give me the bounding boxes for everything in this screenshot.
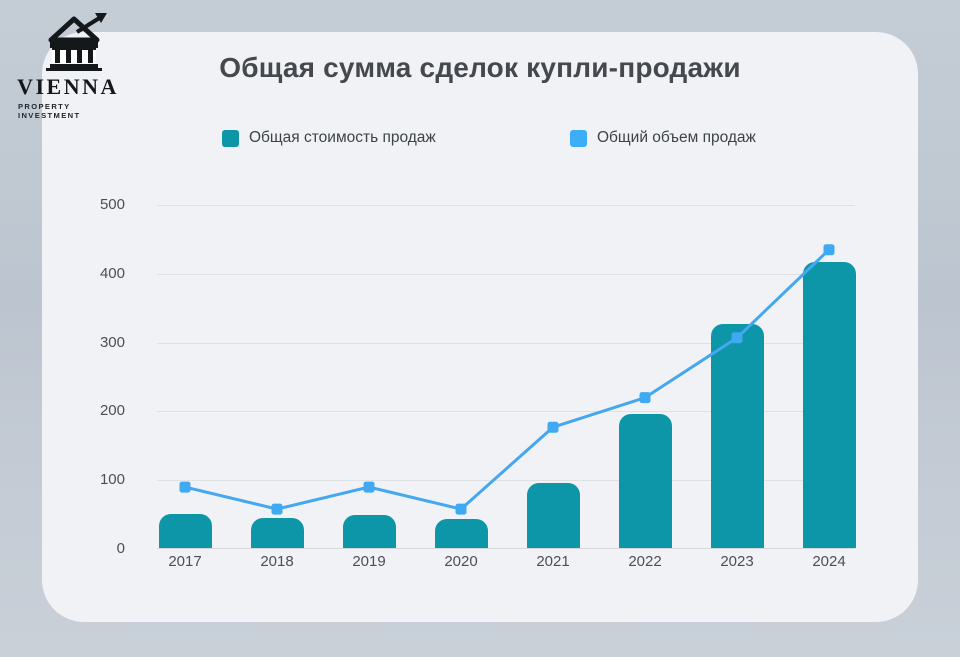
bar-2019 [342,514,396,548]
x-tick-label-2017: 2017 [168,553,202,570]
y-tick-label-300: 300 [99,333,125,351]
brand-logo: VIENNA PROPERTY INVESTMENT [17,12,119,120]
bar-2023 [710,324,764,548]
line-marker-2018 [271,503,283,515]
bank-building-growth-arrow-icon [46,13,107,71]
bar-2024 [802,262,856,548]
gridline-200 [157,411,855,412]
y-axis-labels: 0 100 200 300 400 500 [55,0,125,657]
x-tick-label-2020: 2020 [444,553,478,570]
brand-name: VIENNA [17,74,119,99]
line-marker-2020 [455,503,467,515]
line-marker-2022 [639,392,651,404]
legend-item-total-value: Общая стоимость продаж [222,129,436,147]
legend-label-total-volume: Общий объем продаж [597,129,756,146]
line-series [179,244,835,515]
bar-2018 [250,518,304,548]
legend-swatch-blue [570,129,587,147]
line-marker-2017 [179,481,191,493]
gridline-0 [157,548,855,549]
x-tick-label-2019: 2019 [352,553,386,570]
line-marker-2023 [731,332,743,344]
line-path [184,248,831,511]
y-tick-label-400: 400 [99,264,125,282]
bar-2020 [434,519,488,548]
x-axis-labels: 2017 2018 2019 2020 2021 2022 2023 2024 [157,553,855,575]
line-marker-2019 [363,481,375,493]
x-tick-label-2022: 2022 [628,553,662,570]
y-tick-label-0: 0 [116,540,125,557]
gridline-500 [157,205,855,206]
chart-title: Общая сумма сделок купли-продажи [219,52,741,83]
bar-2021 [526,482,580,548]
plot-area [157,205,856,549]
gridline-300 [157,343,855,344]
legend-label-total-value: Общая стоимость продаж [249,129,436,146]
bar-2017 [158,513,212,548]
line-marker-2024 [823,244,835,256]
line-marker-2021 [547,421,559,433]
x-tick-label-2024: 2024 [812,553,846,570]
y-tick-label-500: 500 [99,196,125,213]
legend-item-total-volume: Общий объем продаж [570,129,756,147]
brand-tagline: PROPERTY INVESTMENT [18,102,81,120]
gridline-100 [157,480,855,481]
gridline-400 [157,274,855,275]
x-tick-label-2023: 2023 [720,553,754,570]
legend-swatch-teal [222,129,239,147]
x-tick-label-2018: 2018 [260,553,294,570]
x-tick-label-2021: 2021 [536,553,570,570]
y-tick-label-200: 200 [99,402,125,420]
bar-2022 [618,413,672,548]
y-tick-label-100: 100 [99,471,125,489]
